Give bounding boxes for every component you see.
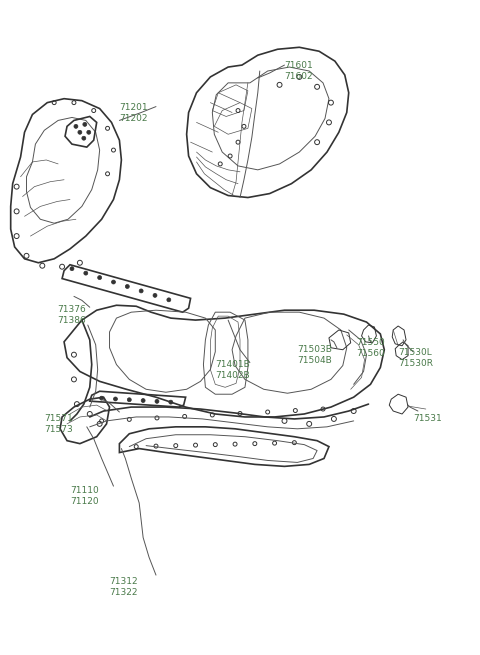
Text: 71376
71386: 71376 71386 — [57, 305, 86, 326]
Text: 71530L
71530R: 71530L 71530R — [398, 348, 433, 368]
Text: 71571
71573: 71571 71573 — [44, 414, 73, 434]
Circle shape — [70, 267, 74, 271]
Circle shape — [83, 122, 87, 126]
Circle shape — [141, 399, 145, 403]
Text: 71401B
71402B: 71401B 71402B — [216, 360, 250, 380]
Circle shape — [125, 284, 129, 288]
Text: 71110
71120: 71110 71120 — [70, 486, 99, 506]
Text: 71601
71602: 71601 71602 — [285, 61, 313, 81]
Circle shape — [127, 398, 131, 402]
Circle shape — [113, 397, 118, 401]
Circle shape — [97, 276, 102, 280]
Circle shape — [153, 293, 157, 297]
Text: 71550
71560: 71550 71560 — [357, 338, 385, 358]
Text: 71312
71322: 71312 71322 — [109, 577, 138, 597]
Circle shape — [82, 136, 86, 140]
Circle shape — [100, 396, 104, 400]
Circle shape — [169, 400, 173, 404]
Text: 71503B
71504B: 71503B 71504B — [297, 345, 332, 365]
Circle shape — [74, 124, 78, 128]
Circle shape — [84, 271, 88, 275]
Text: 71531: 71531 — [413, 414, 442, 423]
Circle shape — [111, 280, 116, 284]
Text: 71201
71202: 71201 71202 — [120, 103, 148, 122]
Circle shape — [139, 289, 143, 293]
Circle shape — [78, 130, 82, 134]
Circle shape — [87, 130, 91, 134]
Circle shape — [155, 400, 159, 403]
Circle shape — [167, 298, 171, 302]
